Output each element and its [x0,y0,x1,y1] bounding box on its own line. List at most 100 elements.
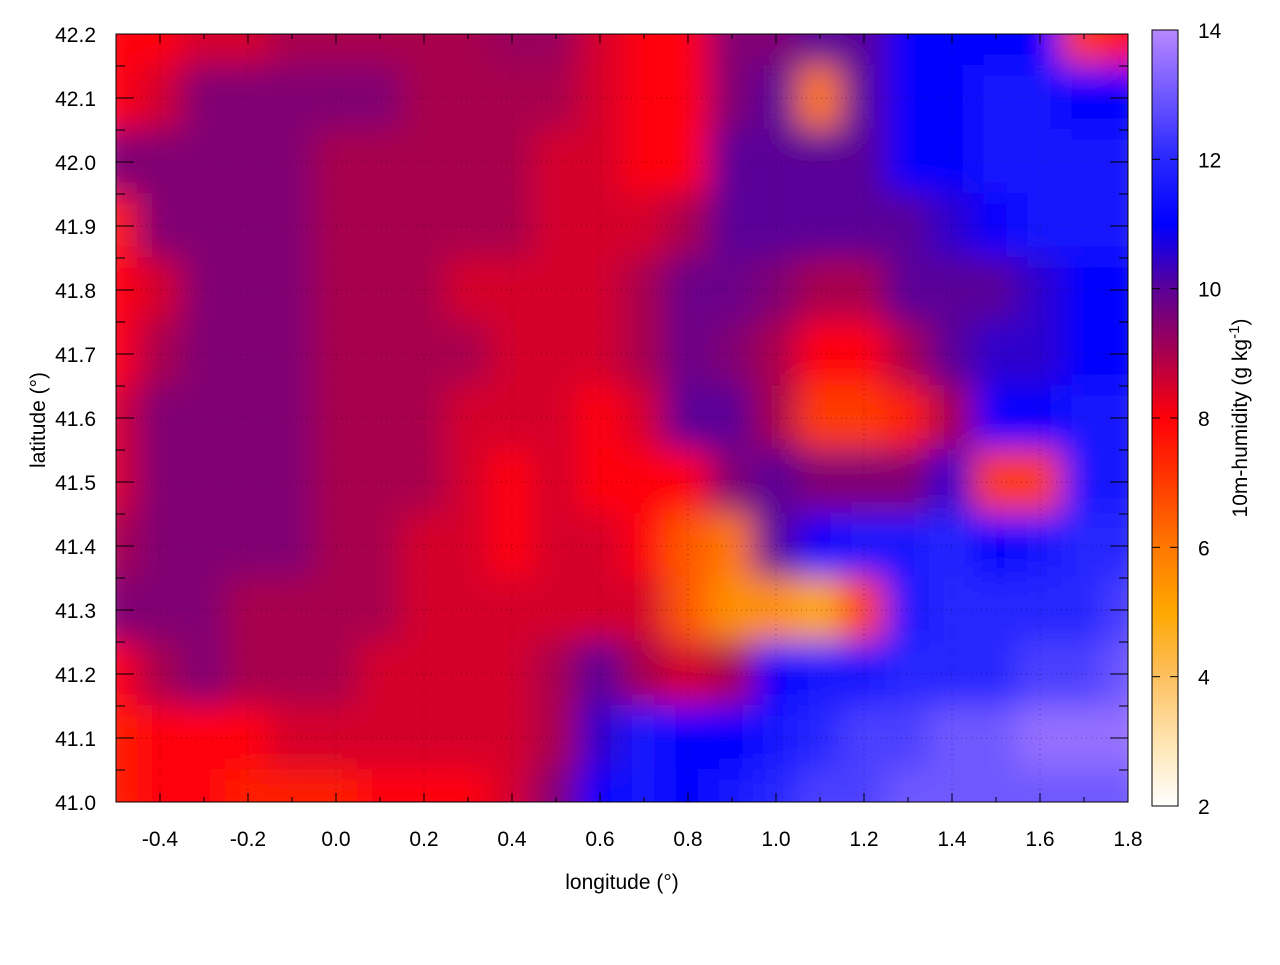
heatmap-cells [116,34,1128,802]
heatmap-cell [313,577,359,643]
heatmap-cell [225,449,271,515]
heatmap-cell [533,769,579,802]
heatmap-cell [621,193,667,259]
y-tick-label: 41.5 [55,472,96,495]
axis-ticks [115,33,1129,803]
heatmap-cell [841,641,887,707]
heatmap-cell [489,577,535,643]
heatmap-cell [401,641,447,707]
heatmap-cell [137,193,183,259]
heatmap-cell [137,385,183,451]
heatmap-cell [357,34,403,67]
y-tick-labels: 41.0 41.1 41.2 41.3 41.4 41.5 41.6 41.7 41.8 41.9… [55,24,96,815]
heatmap-cell [753,65,799,131]
heatmap-cell [489,641,535,707]
heatmap-cell [181,769,227,802]
heatmap-cell [841,257,887,323]
heatmap-cell [929,257,975,323]
heatmap-cell [445,577,491,643]
heatmap-cell [269,193,315,259]
heatmap-cell [357,385,403,451]
x-tick-label: 1.8 [1113,828,1142,851]
heatmap-cell [973,34,1019,67]
heatmap-cell [1017,321,1063,387]
heatmap-cell [709,641,755,707]
heatmap-cell [225,129,271,195]
heatmap-cell [445,513,491,579]
heatmap-cell [313,129,359,195]
heatmap-cell [269,385,315,451]
heatmap-cell [841,513,887,579]
heatmap-cell [1017,449,1063,515]
x-tick-label: -0.2 [230,828,266,851]
heatmap-cell [181,513,227,579]
heatmap-cell [137,321,183,387]
heatmap-cell [313,705,359,771]
heatmap-cell [489,513,535,579]
y-tick-label: 42.0 [55,152,96,175]
heatmap-cell [621,129,667,195]
heatmap-cell [709,193,755,259]
heatmap-cell [445,65,491,131]
heatmap-cell [621,257,667,323]
heatmap-cell [665,129,711,195]
colorbar-tick-label: 10 [1198,279,1221,302]
heatmap-cell [137,705,183,771]
heatmap-cell [621,577,667,643]
heatmap-cell [489,193,535,259]
heatmap-cell [489,129,535,195]
heatmap-cell [973,577,1019,643]
heatmap-cell [577,321,623,387]
heatmap-cell [533,705,579,771]
heatmap-cell [885,257,931,323]
heatmap-cell [269,129,315,195]
heatmap-cell [885,65,931,131]
x-tick-label: 0.4 [497,828,527,851]
heatmap-cell [1017,577,1063,643]
y-tick-label: 42.1 [55,88,96,111]
heatmap-cell [709,769,755,802]
heatmap-cell [401,513,447,579]
heatmap-cell [225,65,271,131]
x-tick-label: 1.0 [761,828,790,851]
heatmap-cell [973,449,1019,515]
heatmap-cell [797,129,843,195]
heatmap-cell [137,577,183,643]
heatmap-cell [577,641,623,707]
heatmap-cell [973,705,1019,771]
heatmap-cell [357,449,403,515]
x-tick-label: 1.6 [1025,828,1054,851]
y-tick-label: 41.6 [55,408,96,431]
colorbar-tick-labels: 2 4 6 8 10 12 14 [1152,20,1222,819]
heatmap-cell [357,705,403,771]
heatmap-cell [225,321,271,387]
heatmap-cell [401,257,447,323]
heatmap-cell [753,193,799,259]
heatmap-cell [1061,34,1107,67]
heatmap-cell [929,65,975,131]
heatmap-cell [181,257,227,323]
heatmap-cell [445,129,491,195]
heatmap-cell [269,641,315,707]
heatmap-cell [533,513,579,579]
heatmap-cell [489,321,535,387]
heatmap-cell [1105,769,1128,802]
heatmap-cell [181,193,227,259]
heatmap-cell [313,385,359,451]
heatmap-cell [577,577,623,643]
heatmap-cell [1061,641,1107,707]
heatmap-cell [577,513,623,579]
heatmap-cell [885,129,931,195]
heatmap-cell [797,513,843,579]
heatmap-cell [533,129,579,195]
heatmap-cell [885,449,931,515]
heatmap-cell [533,449,579,515]
heatmap-cell [313,641,359,707]
heatmap-cell [489,705,535,771]
heatmap-cell [753,449,799,515]
heatmap-cell [533,257,579,323]
heatmap-cell [137,65,183,131]
heatmap-cell [401,449,447,515]
heatmap-cell [973,129,1019,195]
